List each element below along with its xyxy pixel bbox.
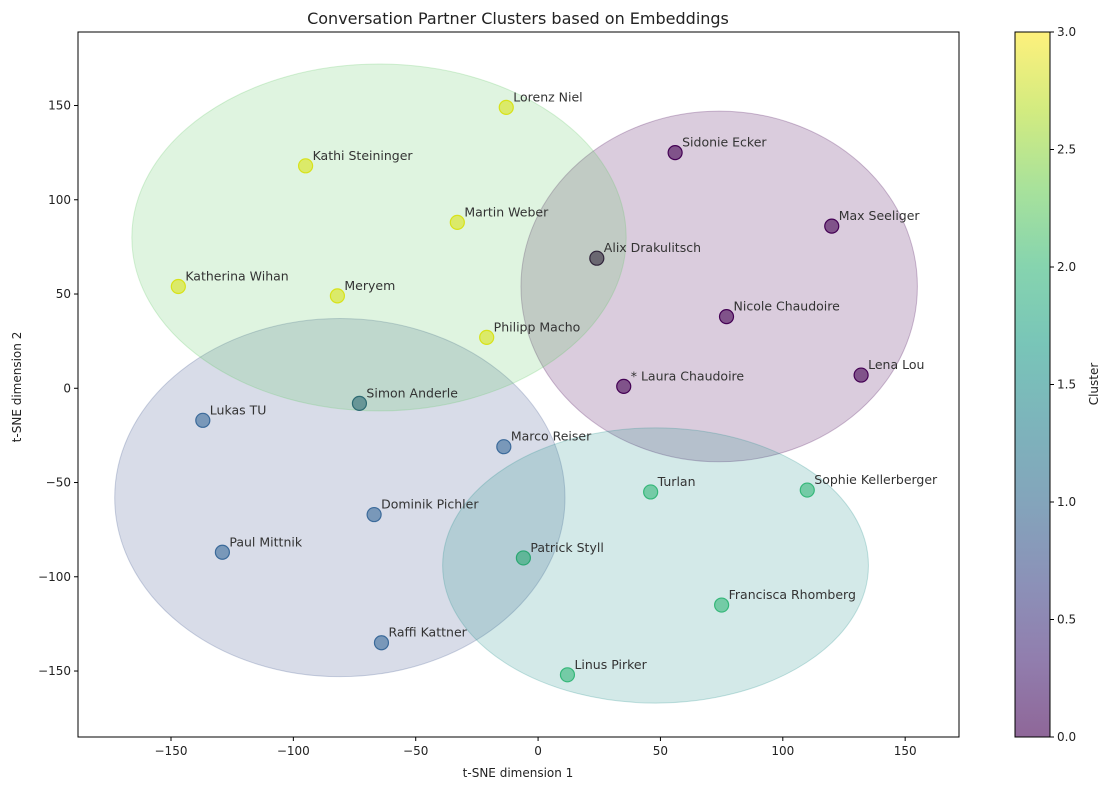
colorbar: 0.0 0.5 1.0 1.5 2.0 2.5 3.0 — [1014, 25, 1076, 744]
colorbar-tick-label: 0.5 — [1057, 613, 1076, 627]
point-label: Sophie Kellerberger — [814, 472, 938, 487]
colorbar-tick-label: 2.5 — [1057, 143, 1076, 157]
data-point — [515, 550, 531, 566]
colorbar-tick-label: 3.0 — [1057, 25, 1076, 39]
data-point — [714, 597, 730, 613]
x-tick-label: 100 — [771, 744, 794, 758]
colorbar-tick-label: 2.0 — [1057, 260, 1076, 274]
data-point — [214, 544, 230, 560]
data-point — [496, 439, 512, 455]
data-point — [170, 278, 186, 295]
data-point — [479, 329, 495, 345]
colorbar-tick-label: 1.5 — [1057, 378, 1076, 392]
cluster-1-ellipse — [114, 318, 566, 678]
x-axis-title: t-SNE dimension 1 — [463, 766, 574, 780]
cluster-0-ellipse — [520, 110, 918, 463]
point-label: Paul Mittnik — [229, 534, 302, 549]
colorbar-tick-label: 0.0 — [1057, 730, 1076, 744]
point-label: Alix Drakulitsch — [604, 240, 701, 255]
point-label: Lena Lou — [868, 357, 924, 372]
point-label: Marco Reiser — [511, 429, 592, 444]
data-point — [297, 158, 314, 174]
point-label: Raffi Kattner — [388, 625, 467, 640]
plot-area: −150 −100 −50 0 50 100 150 −150 −100 −50 0 50 100 150… — [38, 31, 960, 758]
point-label: Simon Anderle — [366, 385, 458, 400]
colorbar-gradient — [1015, 32, 1050, 737]
colorbar-label: Cluster — [1087, 363, 1101, 406]
x-tick-label: 50 — [653, 744, 668, 758]
point-label: Max Seeliger — [839, 208, 921, 223]
data-point — [853, 367, 869, 383]
y-tick-label: 0 — [63, 381, 71, 395]
data-point — [498, 99, 514, 116]
point-label: Martin Weber — [464, 204, 549, 219]
data-point — [449, 214, 465, 230]
point-label: Turlan — [657, 474, 696, 489]
y-tick-label: −150 — [38, 664, 71, 678]
point-label: Lorenz Niel — [513, 89, 582, 104]
data-point — [616, 378, 632, 394]
data-point — [667, 145, 683, 161]
x-tick-label: −50 — [403, 744, 428, 758]
data-point — [799, 482, 815, 498]
point-label: Meryem — [344, 278, 395, 293]
data-point — [643, 484, 659, 500]
point-label: Francisca Rhomberg — [729, 587, 856, 602]
point-label: Lukas TU — [210, 402, 267, 417]
point-label: Dominik Pichler — [381, 497, 479, 512]
point-label: * Laura Chaudoire — [631, 368, 745, 383]
y-axis-title: t-SNE dimension 2 — [10, 332, 24, 443]
point-label: Linus Pirker — [574, 657, 647, 672]
cluster-3-ellipse — [131, 63, 627, 412]
y-tick-label: 100 — [48, 193, 71, 207]
data-point — [195, 412, 211, 428]
data-point — [589, 250, 605, 266]
x-tick-label: −100 — [277, 744, 310, 758]
data-point — [718, 309, 735, 325]
y-tick-label: −100 — [38, 570, 71, 584]
data-point — [373, 635, 390, 651]
y-tick-label: −50 — [46, 476, 71, 490]
cluster-2-ellipse — [442, 427, 869, 704]
data-point — [329, 288, 346, 304]
point-label: Katherina Wihan — [185, 268, 288, 283]
chart-title: Conversation Partner Clusters based on E… — [307, 9, 729, 28]
plot-frame — [77, 31, 960, 738]
x-tick-label: 150 — [894, 744, 917, 758]
data-point — [351, 395, 368, 411]
colorbar-tick-label: 1.0 — [1057, 495, 1076, 509]
point-label: Nicole Chaudoire — [734, 299, 841, 314]
x-tick-label: −150 — [155, 744, 188, 758]
point-label: Patrick Styll — [530, 540, 603, 555]
x-tick-label: 0 — [534, 744, 542, 758]
data-point — [559, 667, 576, 683]
point-label: Philipp Macho — [494, 319, 581, 334]
y-tick-label: 50 — [56, 287, 71, 301]
data-point — [824, 218, 840, 234]
point-label: Sidonie Ecker — [682, 135, 767, 150]
y-tick-label: 150 — [48, 99, 71, 113]
point-label: Kathi Steininger — [313, 148, 414, 163]
data-point — [366, 506, 382, 523]
